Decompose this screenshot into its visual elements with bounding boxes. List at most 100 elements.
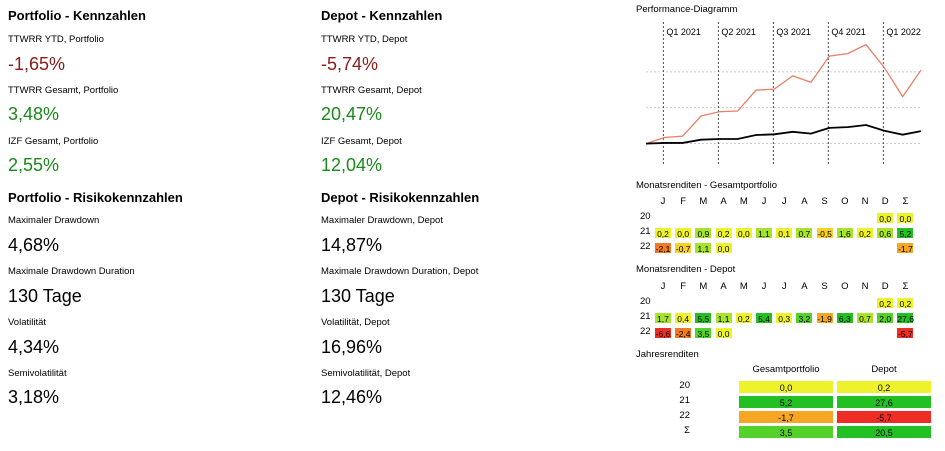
depot-heatmap-cell: 0,4: [674, 312, 693, 324]
performance-title: Performance-Diagramm: [636, 4, 738, 15]
jahresrenditen-cell: 20,5: [836, 425, 932, 439]
semivolatilitaet-portfolio-label: Semivolatilität: [8, 368, 67, 379]
monatsrenditen-gesamt-title: Monatsrenditen - Gesamtportfolio: [636, 180, 777, 191]
volatilitaet-depot-value: 16,96%: [321, 337, 383, 357]
volatilitaet-depot-label: Volatilität, Depot: [321, 317, 390, 328]
gesamt-heatmap-month-header: M: [699, 196, 708, 207]
jahresrenditen-cell: 5,2: [738, 395, 834, 409]
monatsrenditen-gesamt-heatmap: J F M A M J J A S O N D Σ 20 0,0 0,0 21 0,2 0,0 0,9 0,2 0,0 1,…: [636, 196, 936, 258]
depot-heatmap-month-header: D: [881, 281, 889, 292]
jahresrenditen-cell: 3,5: [738, 425, 834, 439]
max-drawdown-duration-portfolio-label: Maximale Drawdown Duration: [8, 266, 135, 277]
semivolatilitaet-portfolio-value: 3,18%: [8, 387, 60, 407]
gesamt-heatmap-month-header: M: [739, 196, 748, 207]
portfolio-kennzahlen-title: Portfolio - Kennzahlen: [8, 8, 146, 23]
depot-heatmap-cell: -6,6: [654, 327, 672, 339]
depot-heatmap-cell: 3,5: [694, 327, 713, 339]
quarter-label: Q1 2022: [886, 27, 921, 37]
monatsrenditen-depot-title: Monatsrenditen - Depot: [636, 264, 736, 275]
volatilitaet-portfolio-value: 4,34%: [8, 337, 60, 357]
ttwrr-ytd-portfolio-label: TTWRR YTD, Portfolio: [8, 34, 104, 45]
gesamt-heatmap-cell: 5,2: [896, 227, 915, 239]
jahresrenditen-year-label: Σ: [684, 425, 690, 436]
depot-heatmap-cell: -5,7: [896, 327, 915, 339]
gesamt-heatmap-month-header: A: [720, 196, 727, 207]
depot-heatmap-cell: 0,7: [856, 312, 874, 324]
gesamt-heatmap-year-label: 22: [640, 241, 651, 252]
jahresrenditen-cell: -1,7: [738, 410, 834, 424]
gesamt-heatmap-year-label: 20: [640, 211, 651, 222]
gesamt-heatmap-cell: 1,1: [755, 227, 773, 239]
depot-heatmap-month-header: O: [841, 281, 849, 292]
depot-heatmap-month-header: F: [680, 281, 687, 292]
depot-heatmap-year-label: 20: [640, 296, 651, 307]
volatilitaet-portfolio-label: Volatilität: [8, 317, 47, 328]
depot-heatmap-cell: 0,2: [876, 297, 895, 309]
depot-kennzahlen-title: Depot - Kennzahlen: [321, 8, 443, 23]
depot-heatmap-cell: 0,2: [734, 312, 753, 324]
gesamt-heatmap-cell: -0,7: [674, 242, 693, 254]
depot-heatmap-cell: 0,0: [714, 327, 733, 339]
jahresrenditen-year-label: 21: [679, 395, 690, 406]
depot-heatmap-cell: 1,1: [714, 312, 733, 324]
quarter-label: Q2 2021: [721, 27, 756, 37]
depot-heatmap-month-header: J: [781, 281, 787, 292]
gesamt-heatmap-cell: 0,6: [876, 227, 895, 239]
depot-heatmap-year-label: 21: [640, 311, 651, 322]
gesamt-heatmap-month-header: J: [660, 196, 666, 207]
gesamt-heatmap-cell: 1,1: [694, 242, 713, 254]
performance-chart: Q1 2021 Q2 2021 Q3 2021 Q4 2021 Q1 2022: [645, 22, 922, 164]
depot-series-line: [645, 43, 922, 145]
depot-risiko-title: Depot - Risikokennzahlen: [321, 190, 480, 205]
monatsrenditen-depot-heatmap: J F M A M J J A S O N D Σ 20 0,2 0,2 21 1,7 0,4 5,5 1,1 0,2 5,…: [636, 281, 936, 343]
jahresrenditen-header: Depot: [871, 364, 897, 375]
gesamt-heatmap-cell: -0,5: [815, 227, 834, 239]
gesamt-heatmap-month-header: N: [861, 196, 869, 207]
jahresrenditen-title: Jahresrenditen: [636, 349, 699, 360]
quarter-label: Q1 2021: [666, 27, 701, 37]
depot-heatmap-cell: 2,0: [876, 312, 895, 324]
gesamt-heatmap-month-header: Σ: [902, 196, 909, 207]
gesamt-heatmap-cell: 0,0: [674, 227, 693, 239]
gesamt-heatmap-cell: 0,0: [896, 212, 915, 224]
jahresrenditen-header: Gesamtportfolio: [752, 364, 820, 375]
depot-heatmap-month-header: S: [821, 281, 828, 292]
semivolatilitaet-depot-value: 12,46%: [321, 387, 383, 407]
max-drawdown-duration-depot-label: Maximale Drawdown Duration, Depot: [321, 266, 479, 277]
ttwrr-ytd-depot-value: -5,74%: [321, 54, 379, 74]
depot-heatmap-cell: 5,4: [755, 312, 773, 324]
depot-heatmap-cell: 6,3: [835, 312, 854, 324]
quarter-label: Q4 2021: [831, 27, 866, 37]
depot-heatmap-cell: 0,3: [775, 312, 794, 324]
jahresrenditen-year-label: 20: [679, 380, 690, 391]
gesamt-heatmap-month-header: D: [881, 196, 889, 207]
depot-heatmap-cell: 1,7: [654, 312, 672, 324]
max-drawdown-duration-depot-value: 130 Tage: [321, 286, 395, 306]
gesamt-heatmap-cell: 0,0: [714, 242, 733, 254]
gesamt-heatmap-cell: -1,7: [896, 242, 915, 254]
depot-heatmap-month-header: M: [739, 281, 748, 292]
gesamt-heatmap-cell: 0,2: [654, 227, 672, 239]
ttwrr-gesamt-depot-label: TTWRR Gesamt, Depot: [321, 85, 422, 96]
ttwrr-ytd-portfolio-value: -1,65%: [8, 54, 66, 74]
quarter-label: Q3 2021: [776, 27, 811, 37]
portfolio-series-line: [645, 124, 922, 145]
ttwrr-gesamt-depot-value: 20,47%: [321, 104, 383, 124]
max-drawdown-duration-portfolio-value: 130 Tage: [8, 286, 82, 306]
izf-gesamt-depot-label: IZF Gesamt, Depot: [321, 136, 402, 147]
depot-heatmap-month-header: A: [720, 281, 727, 292]
depot-heatmap-month-header: N: [861, 281, 869, 292]
gesamt-heatmap-cell: 0,2: [714, 227, 733, 239]
depot-heatmap-month-header: A: [801, 281, 808, 292]
gesamt-heatmap-month-header: S: [821, 196, 828, 207]
jahresrenditen-cell: 0,2: [836, 380, 932, 394]
gesamt-heatmap-cell: 0,0: [876, 212, 895, 224]
gesamt-heatmap-cell: 0,1: [775, 227, 794, 239]
portfolio-risiko-title: Portfolio - Risikokennzahlen: [8, 190, 183, 205]
jahresrenditen-cell: -5,7: [836, 410, 932, 424]
gesamt-heatmap-cell: 0,9: [694, 227, 713, 239]
gesamt-heatmap-cell: -2,1: [654, 242, 672, 254]
ttwrr-gesamt-portfolio-label: TTWRR Gesamt, Portfolio: [8, 85, 119, 96]
depot-heatmap-cell: 3,2: [795, 312, 814, 324]
gesamt-heatmap-cell: 1,6: [835, 227, 854, 239]
